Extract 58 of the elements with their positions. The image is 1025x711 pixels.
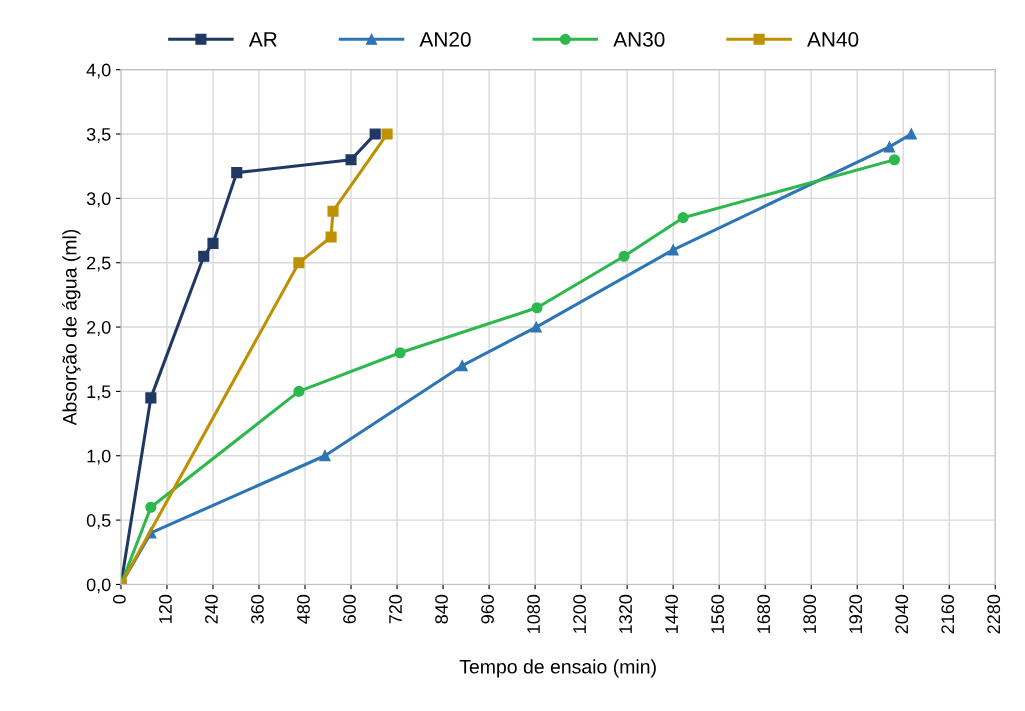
y-tick-label: 3,5 xyxy=(86,127,111,143)
legend-label: AN30 xyxy=(613,32,665,47)
x-tick-label: 2040 xyxy=(895,594,909,634)
point xyxy=(145,392,157,404)
x-tick-label: 1320 xyxy=(619,594,632,633)
x-tick-label: 1440 xyxy=(665,594,678,633)
point xyxy=(198,250,210,262)
point xyxy=(293,385,305,397)
point xyxy=(394,347,406,359)
x-axis-title: Tempo de ensaio (min) xyxy=(459,659,656,678)
point xyxy=(345,154,357,166)
legend-label: AN20 xyxy=(419,32,471,47)
point xyxy=(231,167,243,179)
x-tick-label: 1800 xyxy=(803,594,817,633)
point xyxy=(293,257,305,269)
point xyxy=(145,501,157,513)
y-tick-label: 0,5 xyxy=(86,514,111,529)
point xyxy=(319,450,331,462)
point xyxy=(456,360,468,372)
x-tick-label: 1680 xyxy=(757,594,771,633)
point xyxy=(905,128,917,140)
x-tick-label: 2280 xyxy=(987,594,1001,634)
point xyxy=(677,212,689,224)
x-tick-label: 120 xyxy=(159,594,172,623)
x-tick-label: 360 xyxy=(251,594,264,624)
x-tick-label: 1560 xyxy=(711,594,725,633)
point xyxy=(327,205,339,217)
point xyxy=(207,237,219,249)
point xyxy=(369,128,381,140)
legend-label: AR xyxy=(248,32,277,47)
x-tick-label: 720 xyxy=(389,594,402,624)
y-tick-label: 3,0 xyxy=(86,192,111,208)
point xyxy=(888,154,900,166)
x-tick-label: 960 xyxy=(481,594,494,624)
x-tick-label: 240 xyxy=(205,594,218,624)
y-tick-label: 1,5 xyxy=(87,385,111,401)
x-tick-label: 840 xyxy=(435,594,448,624)
point xyxy=(883,141,895,153)
point xyxy=(531,302,543,314)
point xyxy=(618,250,630,262)
x-tick-label: 0 xyxy=(113,594,126,604)
x-tick-label: 1200 xyxy=(573,594,586,633)
point xyxy=(325,231,337,243)
y-tick-label: 1,0 xyxy=(87,449,111,465)
x-tick-label: 1920 xyxy=(849,594,863,633)
point xyxy=(667,244,679,256)
y-axis-title: Absorção de água (ml) xyxy=(62,229,81,426)
point xyxy=(381,128,393,140)
x-tick-label: 600 xyxy=(343,594,356,624)
legend-label: AN40 xyxy=(807,32,859,47)
x-tick-label: 480 xyxy=(297,594,310,624)
y-tick-label: 4,0 xyxy=(86,63,111,79)
x-tick-label: 2160 xyxy=(941,594,955,634)
y-tick-label: 0,0 xyxy=(86,578,111,594)
x-tick-label: 1080 xyxy=(527,594,540,633)
y-tick-label: 2,0 xyxy=(87,320,111,336)
y-tick-label: 2,5 xyxy=(87,256,111,272)
point xyxy=(530,321,542,333)
